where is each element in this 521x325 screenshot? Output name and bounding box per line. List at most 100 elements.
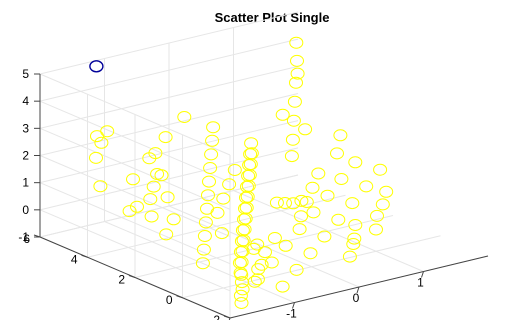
z-tick-label: 4 <box>22 94 29 108</box>
data-point <box>198 216 213 229</box>
data-point <box>90 130 104 143</box>
y-tick-mark <box>81 254 88 258</box>
back-wall-gridline <box>39 38 299 102</box>
data-point <box>334 173 349 185</box>
data-point <box>311 167 326 180</box>
z-tick-label: 0 <box>22 203 29 217</box>
data-point <box>275 280 290 293</box>
data-point <box>126 173 140 186</box>
data-point <box>264 256 279 269</box>
data-point <box>254 258 269 271</box>
left-wall-gridline <box>39 155 231 237</box>
data-point <box>234 297 249 309</box>
data-point <box>235 283 250 296</box>
data-point <box>317 230 332 243</box>
x-tick-label: 1 <box>417 276 424 290</box>
data-point <box>233 289 248 302</box>
data-point <box>197 230 212 242</box>
data-point <box>146 180 161 193</box>
data-point <box>216 192 231 205</box>
data-point <box>204 148 219 161</box>
data-point <box>122 205 137 218</box>
data-point <box>320 189 335 202</box>
data-point <box>200 202 214 215</box>
back-wall-gridline <box>39 11 299 75</box>
data-point <box>342 250 357 263</box>
data-point <box>278 239 293 252</box>
data-point <box>299 196 314 208</box>
y-tick-label: -2 <box>209 313 220 320</box>
y-tick-mark <box>128 275 136 278</box>
data-point <box>333 129 348 142</box>
x-tick-mark <box>292 302 295 309</box>
data-point <box>290 54 304 67</box>
data-point <box>143 193 158 206</box>
data-point <box>290 67 305 80</box>
data-point <box>348 219 363 231</box>
data-point <box>166 213 181 226</box>
data-point <box>287 95 302 108</box>
data-point <box>369 223 383 236</box>
data-point <box>89 60 104 73</box>
data-point <box>159 228 174 241</box>
y-tick-mark <box>223 315 231 319</box>
left-wall-gridline <box>39 100 231 183</box>
data-point <box>289 263 304 276</box>
left-wall-gridline <box>39 182 231 265</box>
y-tick-label: 0 <box>166 293 173 307</box>
data-point <box>94 136 109 149</box>
data-point <box>227 164 242 176</box>
data-point <box>196 243 211 256</box>
x-tick-mark <box>356 286 360 294</box>
data-point <box>331 213 346 226</box>
data-point <box>305 181 320 194</box>
data-point <box>289 36 304 49</box>
data-point <box>375 198 390 211</box>
left-wall-gridline <box>39 73 231 156</box>
data-point <box>250 273 265 286</box>
data-point <box>201 189 215 202</box>
back-wall-gridline <box>39 93 299 156</box>
data-points <box>89 36 394 309</box>
data-point <box>286 114 301 127</box>
data-point <box>150 168 165 180</box>
z-tick-label: -1 <box>18 230 29 244</box>
x-tick-label: -1 <box>286 307 297 321</box>
data-point <box>359 180 374 193</box>
data-point <box>258 246 272 259</box>
data-point <box>306 206 321 219</box>
data-point <box>160 191 175 204</box>
z-tick-label: 2 <box>22 149 29 163</box>
data-point <box>214 227 229 240</box>
x-tick-mark <box>421 271 424 278</box>
data-point <box>286 197 301 210</box>
data-point <box>244 147 259 160</box>
chart-title: Scatter Plot Single <box>215 10 330 25</box>
data-point <box>292 223 307 236</box>
floor-gridline <box>182 235 441 299</box>
data-point <box>298 123 313 136</box>
data-point <box>284 150 299 163</box>
data-point <box>89 151 103 164</box>
data-point <box>278 197 292 209</box>
data-point <box>202 175 216 188</box>
data-point <box>142 152 157 165</box>
data-point <box>203 162 218 174</box>
data-point <box>144 210 159 223</box>
data-point <box>346 238 361 250</box>
data-point <box>294 194 309 207</box>
data-point <box>247 275 262 288</box>
main-point-series <box>89 36 394 309</box>
data-point <box>205 134 220 147</box>
left-wall-gridline <box>39 209 231 292</box>
z-tick-label: 5 <box>22 67 29 81</box>
data-point <box>303 247 318 260</box>
data-point <box>206 121 221 134</box>
y-tick-mark <box>176 295 183 299</box>
data-point <box>275 108 290 121</box>
data-point <box>130 200 144 213</box>
y-tick-label: 2 <box>118 273 125 287</box>
data-point <box>93 180 108 193</box>
